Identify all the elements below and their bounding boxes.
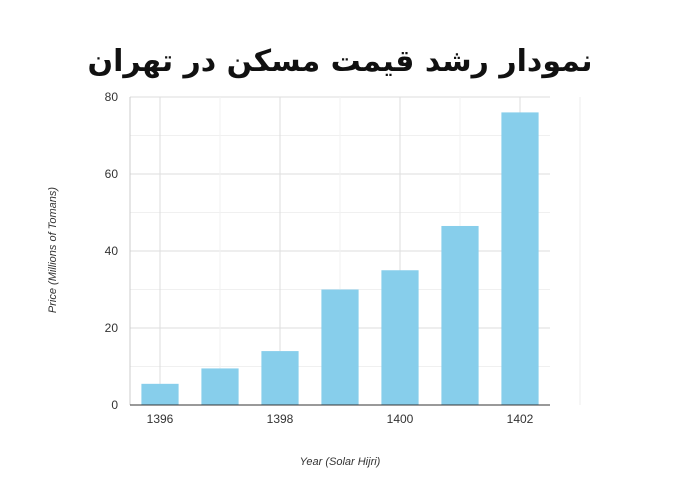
y-tick-label: 20 xyxy=(105,321,119,335)
bar xyxy=(381,270,419,405)
y-tick-label: 40 xyxy=(105,244,119,258)
chart-title: نمودار رشد قیمت مسکن در تهران xyxy=(87,44,593,79)
bars xyxy=(141,112,539,406)
y-tick-label: 0 xyxy=(111,398,118,412)
y-axis-label: Price (Millions of Tomans) xyxy=(47,187,59,313)
y-tick-label: 80 xyxy=(105,90,119,104)
bar xyxy=(321,289,359,405)
y-tick-label: 60 xyxy=(105,167,119,181)
tick-labels: 0 20 40 60 80 1396 1398 1400 1402 xyxy=(105,90,534,426)
x-tick-label: 1398 xyxy=(267,412,294,426)
x-tick-label: 1400 xyxy=(387,412,414,426)
bar xyxy=(501,112,539,406)
bar xyxy=(441,225,479,405)
x-axis-label: Year (Solar Hijri) xyxy=(300,456,381,468)
bar xyxy=(261,351,299,405)
axes xyxy=(129,97,550,406)
bar xyxy=(201,368,239,405)
bar xyxy=(141,383,179,405)
x-tick-label: 1396 xyxy=(147,412,174,426)
x-tick-label: 1402 xyxy=(507,412,534,426)
